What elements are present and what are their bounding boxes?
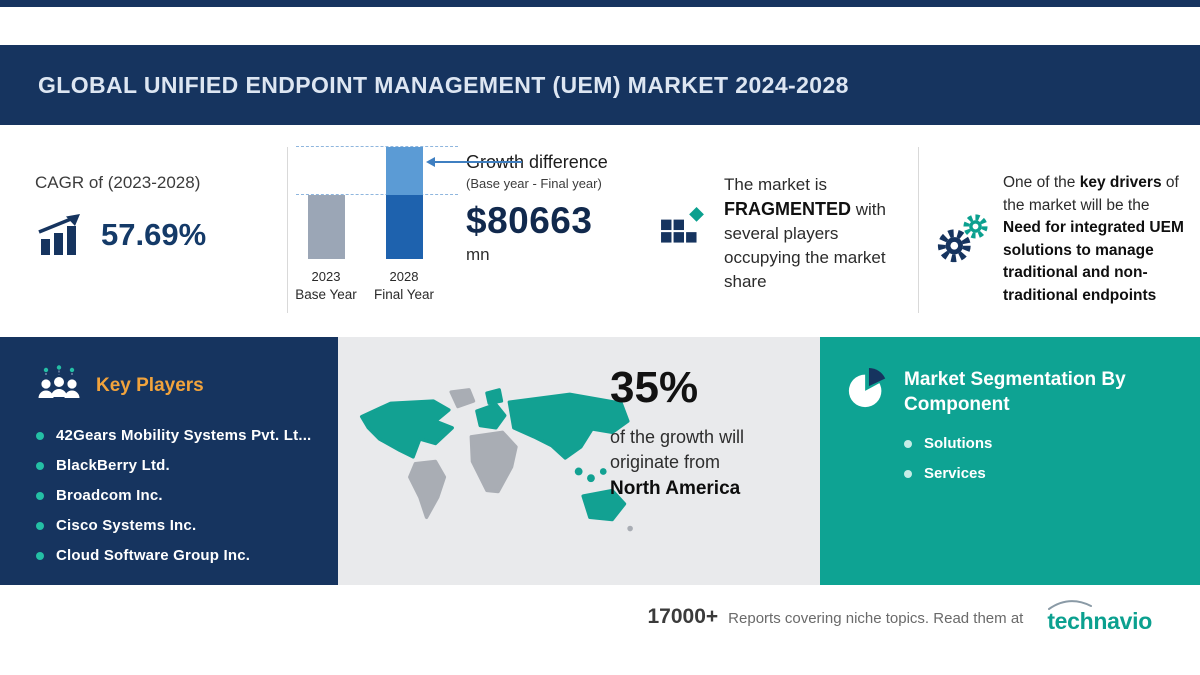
- world-map: [359, 388, 633, 532]
- cagr-main: 57.69%: [35, 213, 287, 257]
- player-name: Cloud Software Group Inc.: [56, 547, 251, 564]
- fragmentation-text: The market is FRAGMENTED with several pl…: [724, 173, 904, 337]
- top-accent-bar: [0, 0, 1200, 7]
- fragmentation-post: with several players occupying the marke…: [724, 200, 886, 291]
- growth-arrow: [426, 157, 522, 167]
- list-item: Broadcom Inc.: [36, 487, 338, 504]
- bar-caption: Base Year: [295, 287, 357, 302]
- bar-labels: 2023 Base Year 2028 Final Year: [295, 269, 452, 311]
- key-drivers-text: One of the key drivers of the market wil…: [1003, 172, 1186, 337]
- technavio-logo[interactable]: technavio: [1047, 600, 1152, 635]
- segmentation-title: Market Segmentation By Component: [904, 369, 1126, 415]
- bullet-dot: [36, 431, 44, 440]
- key-players-list: 42Gears Mobility Systems Pvt. Lt... Blac…: [36, 427, 338, 564]
- cagr-section: CAGR of (2023-2028) 57.69%: [35, 125, 287, 337]
- bar-growth-icon: [38, 214, 80, 255]
- driver-bold-1: key drivers: [1079, 174, 1162, 191]
- growth-origin-line: of the growth will: [610, 427, 745, 447]
- growth-origin-region: North America: [610, 478, 741, 499]
- cagr-label: CAGR of (2023-2028): [35, 173, 201, 192]
- growth-difference-subtitle: (Base year - Final year): [466, 176, 602, 191]
- list-item: 42Gears Mobility Systems Pvt. Lt...: [36, 427, 338, 444]
- growth-bar-chart: 2023 Base Year 2028 Final Year: [288, 125, 522, 337]
- list-item: Cloud Software Group Inc.: [36, 547, 338, 564]
- segmentation-list: Solutions Services: [904, 435, 1200, 482]
- player-name: BlackBerry Ltd.: [56, 457, 170, 474]
- page-title: GLOBAL UNIFIED ENDPOINT MANAGEMENT (UEM)…: [38, 71, 849, 98]
- bar-label-2023: 2023 Base Year: [281, 269, 371, 302]
- people-icon: [38, 365, 80, 398]
- player-name: Broadcom Inc.: [56, 487, 163, 504]
- growth-difference-unit: mn: [466, 245, 490, 264]
- list-item: Cisco Systems Inc.: [36, 517, 338, 534]
- segment-name: Solutions: [924, 435, 993, 452]
- growth-difference-segment: [386, 147, 423, 196]
- bullet-dot: [36, 521, 44, 530]
- bar-2023: [308, 195, 345, 259]
- growth-origin-percent: 35%: [610, 363, 699, 412]
- key-drivers-section: One of the key drivers of the market wil…: [919, 125, 1200, 337]
- cagr-value: 57.69%: [101, 217, 207, 252]
- bullet-dot: [904, 469, 912, 478]
- pie-chart-icon: [848, 367, 887, 408]
- bar-label-2028: 2028 Final Year: [359, 269, 449, 302]
- list-item: Solutions: [904, 435, 1200, 452]
- divider: [918, 147, 919, 313]
- bullet-dot: [36, 551, 44, 560]
- segmentation-panel: Market Segmentation By Component Solutio…: [820, 337, 1200, 585]
- divider: [287, 147, 288, 313]
- bullet-dot: [904, 439, 912, 448]
- footer: 17000+ Reports covering niche topics. Re…: [0, 585, 1200, 675]
- growth-origin-text: 35% of the growth will originate from No…: [610, 363, 744, 500]
- footer-text: Reports covering niche topics. Read them…: [728, 610, 1024, 627]
- mid-band: Key Players 42Gears Mobility Systems Pvt…: [0, 337, 1200, 585]
- bar-year: 2023: [311, 269, 341, 284]
- growth-difference-title: Growth difference: [466, 152, 608, 172]
- key-players-header: Key Players: [36, 365, 338, 407]
- bullet-dot: [36, 491, 44, 500]
- key-players-title: Key Players: [96, 375, 204, 396]
- driver-mid: of the market will be the: [1003, 174, 1179, 214]
- gears-icon: [937, 214, 988, 263]
- fragmentation-highlight: FRAGMENTED: [724, 199, 851, 219]
- logo-swoosh-icon: [1048, 600, 1093, 610]
- technavio-logo-text: technavio: [1047, 608, 1152, 634]
- growth-difference-section: Growth difference (Base year - Final yea…: [466, 125, 656, 337]
- growth-origin-line: originate from: [610, 452, 721, 472]
- driver-pre: One of the: [1003, 174, 1076, 191]
- segment-name: Services: [924, 465, 986, 482]
- growth-difference-value: $80663: [466, 200, 593, 241]
- player-name: 42Gears Mobility Systems Pvt. Lt...: [56, 427, 312, 444]
- bar-2028: [386, 147, 423, 259]
- fragmented-squares-icon: [661, 207, 704, 243]
- key-players-panel: Key Players 42Gears Mobility Systems Pvt…: [0, 337, 338, 585]
- bar-caption: Final Year: [373, 287, 435, 302]
- bullet-dot: [36, 461, 44, 470]
- dashed-reference-line-top: [296, 146, 458, 147]
- list-item: Services: [904, 465, 1200, 482]
- player-name: Cisco Systems Inc.: [56, 517, 197, 534]
- segmentation-header: Market Segmentation By Component: [846, 367, 1200, 417]
- fragmentation-pre: The market is: [724, 175, 827, 194]
- header-band: GLOBAL UNIFIED ENDPOINT MANAGEMENT (UEM)…: [0, 45, 1200, 125]
- fragmentation-section: The market is FRAGMENTED with several pl…: [656, 125, 918, 337]
- growth-origin-panel: 35% of the growth will originate from No…: [338, 337, 820, 585]
- stats-row: CAGR of (2023-2028) 57.69%: [0, 125, 1200, 337]
- reports-count: 17000+: [647, 605, 719, 628]
- bar-year: 2028: [389, 269, 419, 284]
- chart-plot: [296, 146, 522, 259]
- dashed-reference-line-mid: [296, 194, 458, 195]
- driver-bold-2: Need for integrated UEM solutions to man…: [1003, 219, 1184, 304]
- list-item: BlackBerry Ltd.: [36, 457, 338, 474]
